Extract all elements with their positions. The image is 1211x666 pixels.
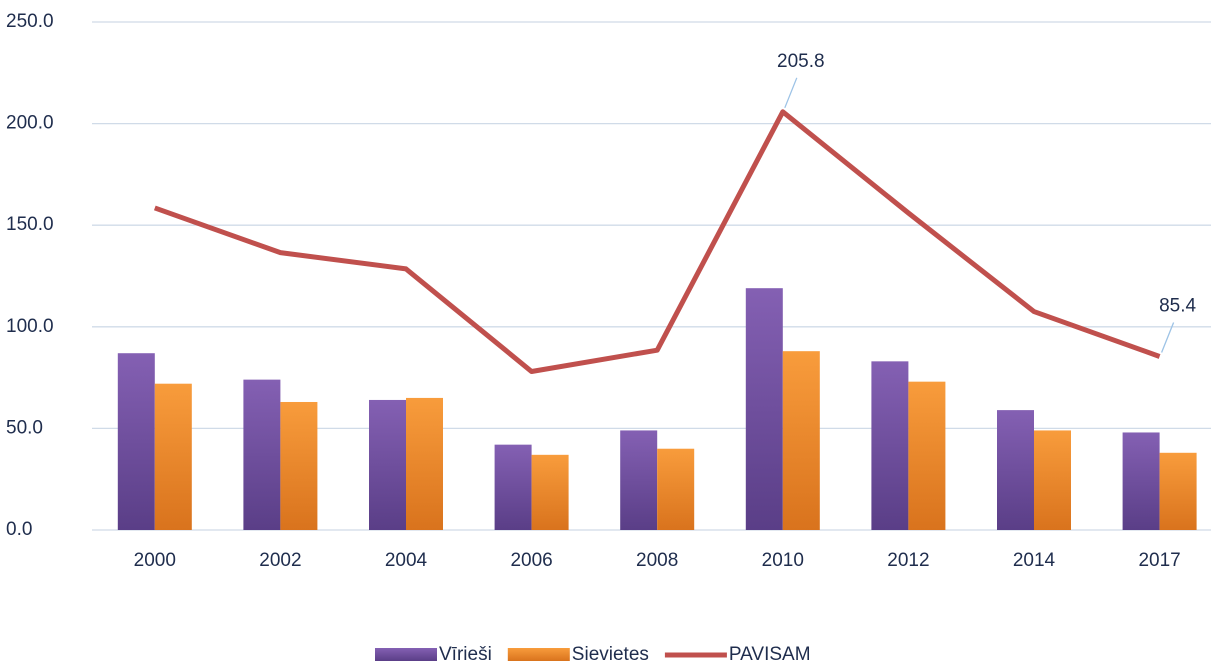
legend-swatch bbox=[375, 648, 437, 661]
y-tick-label: 50.0 bbox=[6, 417, 43, 438]
bar bbox=[745, 288, 783, 530]
bar bbox=[657, 448, 695, 530]
bar bbox=[1122, 432, 1160, 530]
legend-label: Vīrieši bbox=[439, 644, 492, 665]
bar bbox=[494, 444, 532, 530]
legend-label: PAVISAM bbox=[729, 644, 811, 665]
line bbox=[153, 109, 1161, 375]
bar bbox=[1034, 430, 1071, 530]
x-tick-label: 2002 bbox=[259, 550, 301, 571]
y-tick-label: 0.0 bbox=[6, 519, 32, 540]
x-tick-label: 2008 bbox=[636, 550, 678, 571]
data-label: 205.8 bbox=[777, 51, 825, 72]
x-tick-label: 2000 bbox=[134, 550, 176, 571]
bar bbox=[908, 381, 946, 530]
x-tick-label: 2014 bbox=[1013, 550, 1056, 571]
x-tick-label: 2017 bbox=[1138, 550, 1180, 571]
bar bbox=[871, 361, 909, 530]
bar bbox=[280, 401, 318, 530]
x-tick-label: 2004 bbox=[385, 550, 428, 571]
leader-line bbox=[784, 77, 798, 109]
y-tick-label: 200.0 bbox=[6, 113, 54, 134]
leader-line bbox=[1160, 322, 1175, 353]
legend-swatch bbox=[507, 648, 570, 661]
legend-label: Sievietes bbox=[572, 644, 649, 665]
bar bbox=[620, 430, 658, 530]
bar bbox=[117, 353, 155, 530]
bar bbox=[531, 454, 569, 530]
x-tick-label: 2006 bbox=[510, 550, 552, 571]
data-label: 85.4 bbox=[1159, 295, 1196, 316]
x-tick-label: 2012 bbox=[887, 550, 929, 571]
bar bbox=[154, 383, 192, 530]
bar bbox=[243, 379, 281, 530]
bar bbox=[997, 410, 1034, 530]
bar bbox=[406, 397, 443, 530]
bar bbox=[369, 399, 406, 530]
y-tick-label: 100.0 bbox=[6, 316, 54, 337]
bar bbox=[1159, 452, 1197, 530]
y-tick-label: 150.0 bbox=[6, 214, 54, 235]
y-tick-label: 250.0 bbox=[6, 11, 54, 32]
x-tick-label: 2010 bbox=[762, 550, 804, 571]
bar bbox=[782, 351, 820, 530]
